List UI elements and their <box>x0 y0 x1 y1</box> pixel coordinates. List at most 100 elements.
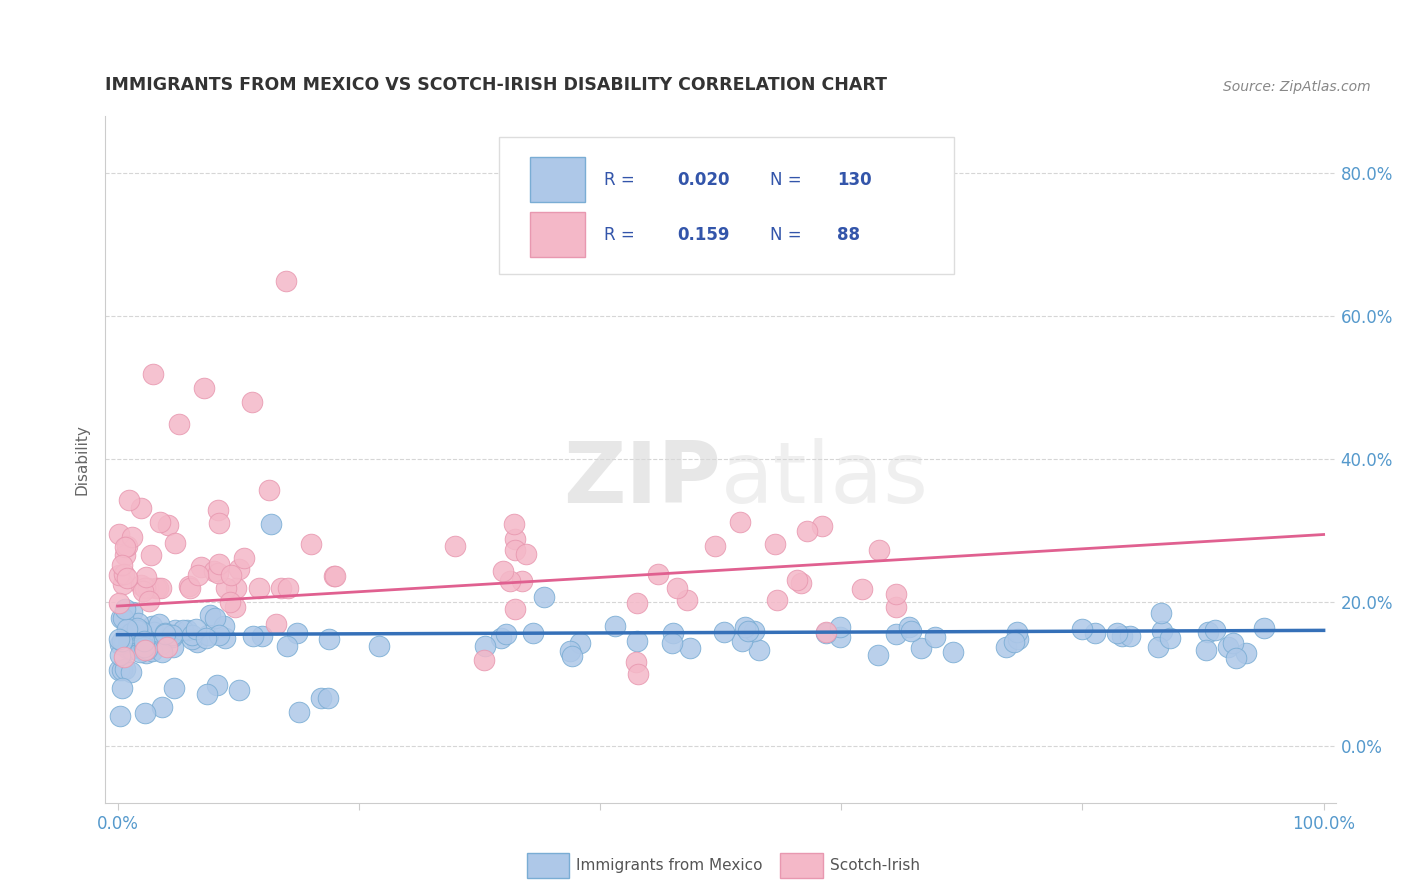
Point <box>626 596 648 610</box>
Point <box>108 596 131 610</box>
Point <box>129 624 152 639</box>
Point <box>1005 625 1028 640</box>
Point <box>172 623 194 637</box>
Point <box>163 681 186 695</box>
Point <box>114 566 136 581</box>
Point <box>149 581 172 595</box>
Point <box>112 634 135 648</box>
Point <box>110 708 132 723</box>
Point <box>167 417 190 431</box>
Point <box>125 623 148 637</box>
Y-axis label: Disability: Disability <box>75 424 90 495</box>
Point <box>114 602 136 616</box>
Point <box>1253 621 1275 635</box>
Point <box>1119 629 1142 643</box>
Point <box>1195 642 1218 657</box>
Point <box>115 640 138 655</box>
Point <box>118 631 141 645</box>
Point <box>146 581 169 595</box>
FancyBboxPatch shape <box>499 136 955 274</box>
Point <box>153 627 176 641</box>
Point <box>127 623 149 637</box>
Point <box>259 483 281 498</box>
Point <box>141 619 163 633</box>
Point <box>215 581 238 595</box>
Point <box>118 633 141 648</box>
Point <box>111 577 134 591</box>
Point <box>510 574 533 588</box>
Point <box>150 700 173 714</box>
Point <box>207 503 229 517</box>
Text: Immigrants from Mexico: Immigrants from Mexico <box>576 858 763 872</box>
Point <box>112 611 135 625</box>
Point <box>120 665 142 679</box>
Point <box>240 395 263 409</box>
Point <box>115 623 138 637</box>
Point <box>830 630 852 644</box>
Point <box>121 530 143 544</box>
Point <box>1002 634 1025 648</box>
Text: R =: R = <box>603 226 640 244</box>
Point <box>790 576 813 591</box>
Point <box>884 627 907 641</box>
Point <box>924 631 946 645</box>
Point <box>742 624 765 638</box>
Point <box>323 569 346 583</box>
Point <box>647 566 669 581</box>
Point <box>212 619 235 633</box>
Point <box>994 640 1017 655</box>
Point <box>676 593 699 607</box>
Point <box>197 627 219 641</box>
Point <box>135 647 157 661</box>
Text: Source: ZipAtlas.com: Source: ZipAtlas.com <box>1223 79 1371 94</box>
Point <box>150 645 173 659</box>
Point <box>114 540 136 554</box>
Point <box>114 548 136 562</box>
Point <box>136 581 159 595</box>
Point <box>200 607 222 622</box>
Point <box>204 611 226 625</box>
Point <box>120 641 142 656</box>
Point <box>766 592 789 607</box>
Point <box>111 633 134 648</box>
Point <box>443 539 465 553</box>
Point <box>135 570 157 584</box>
Point <box>143 624 166 639</box>
Point <box>134 643 156 657</box>
Point <box>117 627 139 641</box>
Point <box>121 605 143 619</box>
Text: 0.020: 0.020 <box>678 171 730 189</box>
Point <box>474 639 496 653</box>
Text: Scotch-Irish: Scotch-Irish <box>830 858 920 872</box>
Point <box>815 624 838 639</box>
Point <box>180 632 202 646</box>
Point <box>884 587 907 601</box>
Point <box>731 633 754 648</box>
Point <box>124 628 146 642</box>
Point <box>627 667 650 681</box>
Point <box>107 663 129 677</box>
Point <box>796 524 818 538</box>
Point <box>1111 629 1133 643</box>
Point <box>118 628 141 642</box>
Point <box>503 532 526 546</box>
Point <box>186 623 208 637</box>
Point <box>118 493 141 508</box>
Point <box>134 634 156 648</box>
Point <box>1218 640 1240 655</box>
Text: N =: N = <box>770 171 807 189</box>
Point <box>666 582 689 596</box>
Point <box>179 581 201 595</box>
Point <box>851 582 873 596</box>
Point <box>522 626 544 640</box>
Point <box>704 539 727 553</box>
Point <box>884 599 907 614</box>
Point <box>149 515 172 529</box>
Point <box>734 619 756 633</box>
Point <box>131 583 153 598</box>
Point <box>129 644 152 658</box>
Point <box>134 581 156 595</box>
Point <box>107 632 129 646</box>
Point <box>165 535 187 549</box>
Point <box>1150 607 1173 621</box>
